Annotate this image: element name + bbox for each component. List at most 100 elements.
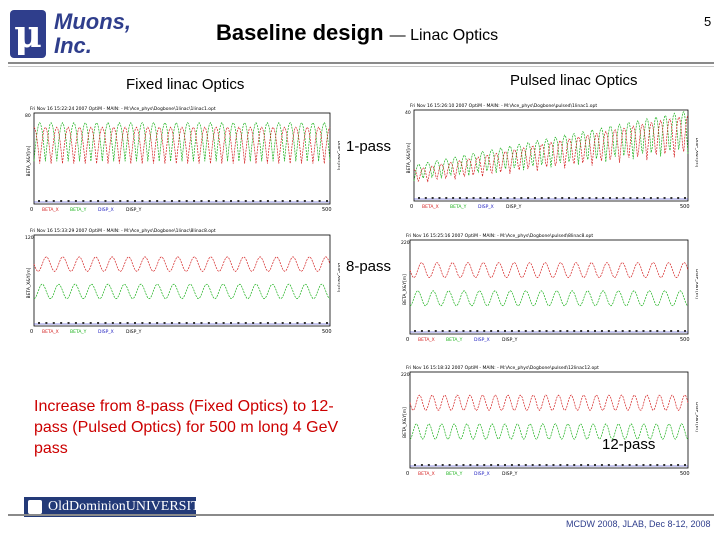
lattice-element — [141, 200, 144, 202]
plot-header: Fri Nov 16 15:22:24 2007 OptiM - MAIN: -… — [30, 106, 216, 112]
lattice-element — [326, 322, 328, 324]
lattice-element — [561, 197, 564, 199]
lattice-element — [303, 322, 306, 324]
lattice-element — [420, 464, 423, 466]
lattice-element — [448, 330, 451, 332]
lattice-element — [445, 197, 448, 199]
lattice-element — [259, 200, 262, 202]
lattice-element — [499, 197, 502, 199]
lattice-element — [580, 464, 583, 466]
lattice-element — [45, 322, 48, 324]
lattice-element — [97, 200, 100, 202]
lattice-element — [573, 464, 576, 466]
lattice-element — [244, 200, 247, 202]
lattice-element — [318, 200, 321, 202]
logo-line-1: Muons, — [54, 9, 131, 34]
lattice-element — [119, 200, 122, 202]
lattice-element — [656, 197, 659, 199]
lattice-element — [574, 197, 577, 199]
lattice-element — [621, 330, 624, 332]
optics-plot-svg: Fri Nov 16 15:33:29 2007 OptiM - MAIN: -… — [25, 228, 340, 335]
lattice-element — [552, 330, 555, 332]
lattice-element — [266, 200, 269, 202]
lattice-element — [663, 464, 666, 466]
legend-beta-x: BETA_X — [42, 329, 59, 335]
lattice-element — [67, 322, 70, 324]
lattice-element — [559, 330, 562, 332]
lattice-element — [554, 197, 557, 199]
lattice-element — [684, 464, 686, 466]
lattice-element — [607, 464, 610, 466]
y-axis-max-tick: 220 — [401, 240, 410, 246]
lattice-element — [237, 322, 240, 324]
legend-disp-y: DISP_Y — [502, 471, 518, 477]
beta-x-curve — [33, 126, 331, 164]
lattice-element — [326, 200, 328, 202]
lattice-element — [141, 322, 144, 324]
plot-pulsed-1pass: Fri Nov 16 15:26:10 2007 OptiM - MAIN: -… — [404, 100, 698, 215]
odu-logo: OldDominionUNIVERSITY — [24, 497, 210, 517]
lattice-element — [303, 200, 306, 202]
lattice-element — [281, 200, 284, 202]
lattice-element — [438, 197, 441, 199]
lattice-element — [111, 322, 114, 324]
lattice-element — [642, 330, 645, 332]
lattice-element — [602, 197, 605, 199]
lattice-element — [677, 197, 680, 199]
lattice-element — [222, 322, 225, 324]
lattice-element — [434, 464, 437, 466]
odu-logo-text: OldDominionUNIVERSITY — [48, 499, 210, 514]
lattice-element — [608, 197, 611, 199]
lattice-element — [462, 464, 465, 466]
lattice-element — [642, 464, 645, 466]
lattice-element — [274, 322, 277, 324]
lattice-element — [538, 464, 541, 466]
lattice-element — [259, 322, 262, 324]
lattice-element — [82, 200, 85, 202]
lattice-element — [600, 330, 603, 332]
lattice-element — [156, 322, 159, 324]
x-axis-max-tick: 500 — [322, 329, 332, 335]
legend-disp-y: DISP_Y — [126, 207, 142, 213]
lattice-element — [281, 322, 284, 324]
footer-divider — [8, 514, 714, 516]
lattice-element — [185, 322, 188, 324]
lattice-element — [252, 200, 255, 202]
legend-beta-y: BETA_Y — [450, 204, 467, 210]
y-axis-label-left: BETA_X&Y[m] — [26, 267, 32, 298]
x-axis-min-tick: 0 — [406, 471, 409, 477]
label-8-pass: 8-pass — [346, 258, 392, 275]
lattice-element — [520, 197, 523, 199]
lattice-element — [230, 322, 232, 324]
lattice-element — [38, 200, 40, 202]
lattice-element — [452, 197, 455, 199]
lattice-element — [497, 330, 500, 332]
lattice-element — [649, 197, 652, 199]
lattice-element — [486, 197, 489, 199]
lattice-element — [483, 464, 486, 466]
y-axis-label-right: DISP_X&Y[m] — [694, 269, 698, 299]
lattice-element — [656, 330, 659, 332]
lattice-element — [266, 322, 269, 324]
lattice-element — [38, 322, 40, 324]
lattice-element — [178, 200, 181, 202]
lattice-element — [595, 197, 598, 199]
lattice-element — [222, 200, 225, 202]
lattice-element — [448, 464, 451, 466]
lattice-element — [469, 464, 472, 466]
y-axis-max-tick: 40 — [405, 110, 411, 116]
lattice-element — [476, 330, 479, 332]
optics-plot-svg: Fri Nov 16 15:22:24 2007 OptiM - MAIN: -… — [25, 106, 340, 213]
lattice-element — [533, 197, 536, 199]
lattice-element — [628, 464, 631, 466]
beta-x-curve — [33, 256, 331, 272]
lattice-element — [663, 197, 666, 199]
lattice-element — [89, 322, 92, 324]
lattice-element — [134, 200, 136, 202]
plot-frame — [409, 371, 689, 469]
slide-title: Baseline design — Linac Optics — [216, 20, 498, 46]
lattice-element — [588, 197, 591, 199]
lattice-element — [614, 330, 617, 332]
lattice-element — [237, 200, 240, 202]
y-axis-max-tick: 80 — [25, 113, 31, 119]
